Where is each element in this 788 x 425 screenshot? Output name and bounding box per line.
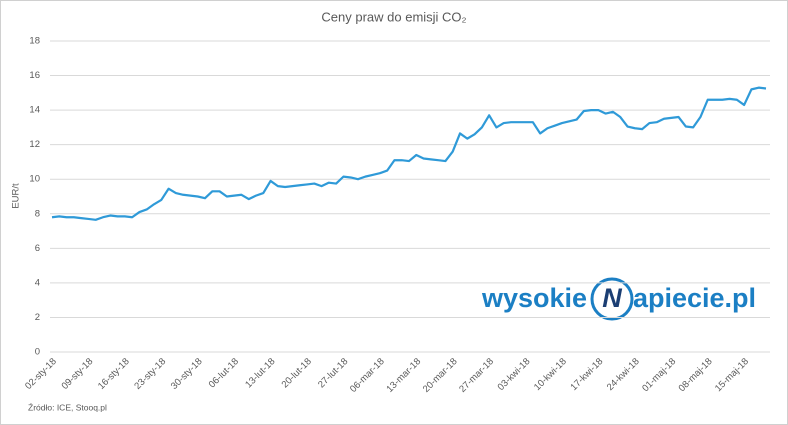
y-tick-label: 6: [35, 243, 40, 254]
y-tick-label: 2: [35, 312, 40, 323]
y-tick-label: 10: [29, 174, 40, 185]
y-tick-label: 4: [35, 277, 40, 288]
logo: wysokie N apiecie.pl: [481, 277, 756, 321]
y-tick-label: 16: [29, 70, 40, 81]
y-tick-label: 12: [29, 139, 40, 150]
logo-right: apiecie.pl: [633, 283, 756, 313]
logo-left: wysokie: [481, 283, 587, 313]
chart-title: Ceny praw do emisji CO₂: [321, 9, 466, 24]
y-axis-label: EUR/t: [11, 183, 22, 209]
logo-mark: N: [602, 283, 622, 313]
y-tick-label: 0: [35, 347, 40, 358]
logo-circle: [590, 277, 634, 321]
y-tick-label: 18: [29, 36, 40, 47]
y-tick-label: 8: [35, 208, 40, 219]
y-tick-label: 14: [29, 105, 40, 116]
data-line: [51, 86, 767, 221]
source-note: Źródło: ICE, Stooq.pl: [28, 402, 107, 412]
